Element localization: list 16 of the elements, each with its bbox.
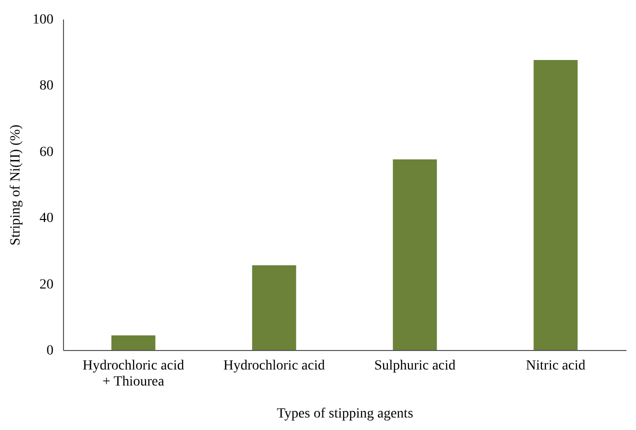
bar: [534, 60, 578, 350]
y-tick-label: 0: [46, 344, 54, 358]
x-tick-label: Hydrochloric acid + Thiourea: [82, 358, 184, 390]
y-tick-label: 100: [32, 12, 54, 28]
x-tick-label: Nitric acid: [526, 358, 586, 374]
bar: [252, 265, 296, 350]
x-axis-title: Types of stipping agents: [276, 406, 414, 422]
x-tick-label: Sulphuric acid: [374, 358, 456, 374]
y-tick-label: 60: [40, 144, 54, 160]
y-tick-label: 80: [40, 78, 54, 94]
bar: [111, 335, 156, 350]
y-tick-label: 20: [40, 277, 54, 292]
y-axis-title: Striping of Ni(II) (%): [8, 124, 24, 246]
x-tick-label: Hydrochloric acid: [223, 358, 325, 374]
bar: [392, 159, 437, 350]
y-tick-label: 40: [40, 211, 54, 226]
